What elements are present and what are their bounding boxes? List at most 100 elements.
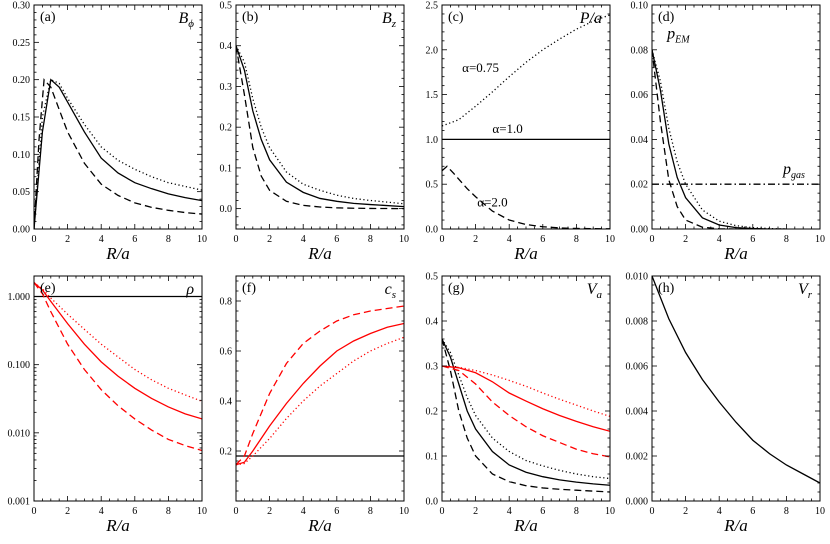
x-tick-label: 4 [301, 506, 306, 517]
variable-name: ρ [185, 281, 194, 298]
y-tick-label: 0.2 [220, 447, 233, 458]
variable-subscript: r [808, 289, 813, 301]
panel-b: 0 2 4 6 8 10 0.0 0.1 0.2 0.3 0.4 0.5 R/a (b) Bz [220, 1, 410, 264]
series-line-f-1 [236, 336, 404, 466]
y-tick-label: 0.4 [220, 397, 233, 408]
series-line-d-0 [652, 49, 787, 229]
plot-frame [441, 4, 611, 230]
annotation-subscript: gas [791, 170, 805, 181]
x-tick-label: 10 [815, 506, 825, 517]
series-line-g-4 [442, 365, 610, 432]
x-tick-label: 4 [507, 234, 512, 245]
y-tick-label: 0.004 [626, 407, 649, 418]
annotation-label: α=0.75 [462, 60, 499, 75]
x-tick-label: 10 [815, 234, 825, 245]
series-line-a-1 [34, 78, 202, 229]
x-tick-label: 10 [197, 506, 207, 517]
panel-label: (f) [242, 281, 256, 296]
variable-name: c [385, 281, 392, 298]
y-tick-label: 0.5 [220, 1, 233, 12]
x-tick-label: 8 [166, 506, 171, 517]
x-tick-label: 6 [334, 506, 339, 517]
y-tick-label: 0.0 [426, 497, 439, 508]
series-line-g-2 [442, 338, 610, 493]
x-tick-label: 4 [99, 234, 104, 245]
y-tick-label: 0.0 [220, 204, 233, 215]
y-tick-label: 0.00 [631, 225, 649, 236]
x-tick-label: 6 [334, 234, 339, 245]
plot-frame [235, 4, 405, 230]
series-line-g-0 [442, 338, 610, 480]
y-tick-label: 0.100 [8, 360, 31, 371]
series-line-e-2 [34, 282, 202, 420]
x-tick-label: 8 [166, 234, 171, 245]
y-tick-label: 0.8 [220, 297, 233, 308]
y-tick-label: 0.1 [220, 163, 233, 174]
y-tick-label: 0.3 [426, 362, 439, 373]
panel-c: 0 2 4 6 8 10 0.0 0.5 1.0 1.5 2.0 2.5 R/a (c) P/a α=0.75… [426, 1, 616, 264]
x-tick-label: 2 [473, 234, 478, 245]
x-tick-label: 2 [683, 234, 688, 245]
x-tick-label: 0 [234, 506, 239, 517]
y-tick-label: 0.6 [220, 347, 233, 358]
x-tick-label: 2 [267, 234, 272, 245]
x-tick-label: 10 [605, 234, 615, 245]
y-tick-label: 0.20 [13, 75, 31, 86]
variable-label: Bϕ [179, 10, 195, 30]
panel-label: (b) [242, 10, 259, 25]
x-axis-label: R/a [513, 516, 538, 535]
y-tick-label: 0.3 [220, 82, 233, 93]
y-tick-label: 0.006 [626, 362, 649, 373]
y-tick-label: 0.2 [220, 123, 233, 134]
y-tick-label: 0.10 [631, 1, 649, 12]
y-tick-label: 0.25 [13, 38, 31, 49]
x-tick-label: 6 [750, 506, 755, 517]
panel-label: (h) [658, 281, 675, 296]
x-tick-label: 4 [99, 506, 104, 517]
annotation-label: α=2.0 [477, 195, 507, 210]
series-line-g-5 [442, 365, 610, 458]
x-tick-label: 8 [368, 506, 373, 517]
variable-label: cs [385, 281, 396, 301]
y-tick-label: 1.0 [426, 135, 439, 146]
y-tick-label: 0.4 [426, 317, 439, 328]
series-line-b-1 [236, 45, 404, 208]
y-tick-label: 0.5 [426, 272, 439, 283]
y-tick-label: 1.5 [426, 90, 439, 101]
x-tick-label: 0 [234, 234, 239, 245]
panel-label: (a) [40, 10, 56, 25]
series-line-f-2 [236, 322, 404, 466]
x-tick-label: 2 [65, 234, 70, 245]
x-axis-label: R/a [105, 244, 130, 263]
panel-d: 0 2 4 6 8 100.000.020.040.060.080.10R/a(d)pEM… [631, 1, 826, 264]
annotation-label: pgas [782, 161, 805, 181]
series-line-b-2 [236, 45, 404, 210]
series-line-e-1 [34, 282, 202, 402]
x-tick-label: 6 [540, 234, 545, 245]
x-axis-label: R/a [723, 516, 748, 535]
series-line-e-3 [34, 282, 202, 452]
panel-label: (e) [40, 281, 56, 296]
y-tick-label: 0.06 [631, 90, 649, 101]
panel-g: 0 2 4 6 8 10 0.0 0.1 0.2 0.3 0.4 0.5 R/a (g) Va [426, 272, 616, 536]
x-tick-label: 0 [440, 234, 445, 245]
series-line-h-0 [652, 276, 820, 484]
x-tick-label: 0 [650, 506, 655, 517]
y-tick-label: 0.5 [426, 180, 439, 191]
plot-frame [651, 275, 821, 502]
x-tick-label: 0 [32, 506, 37, 517]
x-tick-label: 10 [399, 506, 409, 517]
variable-name: V [587, 281, 599, 298]
variable-name: B [179, 10, 189, 27]
series-line-c-2 [442, 165, 610, 229]
x-tick-label: 6 [132, 234, 137, 245]
variable-name: B [382, 10, 392, 27]
annotation-label: pEM [666, 26, 690, 46]
y-tick-label: 0.00 [13, 225, 31, 236]
panel-label: (c) [448, 10, 464, 25]
y-tick-label: 0.010 [8, 428, 31, 439]
x-tick-label: 10 [197, 234, 207, 245]
series-line-a-2 [34, 78, 202, 229]
variable-name: P/a [579, 10, 602, 27]
